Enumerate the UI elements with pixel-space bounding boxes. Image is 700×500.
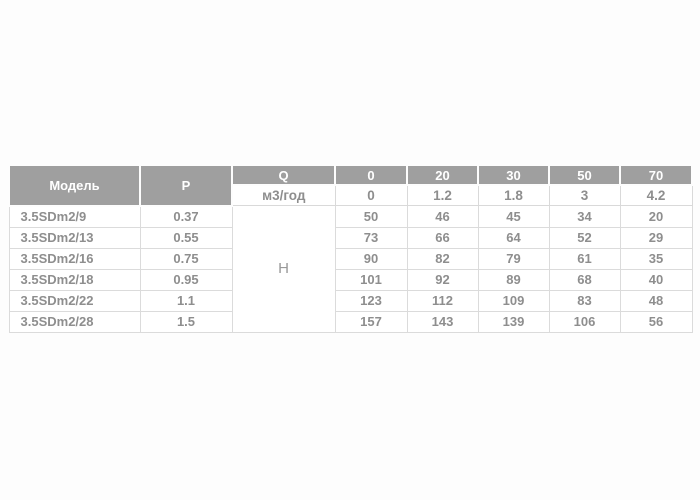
power-cell: 0.37 — [139, 205, 233, 228]
flow-subvalue-0: 0 — [334, 184, 408, 206]
value-cell: 73 — [334, 226, 408, 249]
value-cell: 46 — [406, 205, 479, 228]
power-cell: 0.95 — [139, 268, 233, 291]
table-row: 3.5SDm2/22 1.1 123 112 109 83 48 — [8, 289, 693, 312]
col-header-flow-70: 70 — [619, 164, 693, 186]
table-row: 3.5SDm2/28 1.5 157 143 139 106 56 — [8, 310, 693, 333]
model-cell: 3.5SDm2/18 — [8, 268, 141, 291]
power-cell: 1.1 — [139, 289, 233, 312]
value-cell: 109 — [477, 289, 550, 312]
value-cell: 45 — [477, 205, 550, 228]
value-cell: 157 — [334, 310, 408, 333]
col-header-flow-20: 20 — [406, 164, 479, 186]
value-cell: 83 — [548, 289, 621, 312]
value-cell: 40 — [619, 268, 693, 291]
value-cell: 66 — [406, 226, 479, 249]
value-cell: 64 — [477, 226, 550, 249]
col-header-flow-30: 30 — [477, 164, 550, 186]
model-cell: 3.5SDm2/13 — [8, 226, 141, 249]
col-header-flow: Q — [231, 164, 336, 186]
value-cell: 106 — [548, 310, 621, 333]
table-row: 3.5SDm2/9 0.37 H 50 46 45 34 20 — [8, 205, 693, 333]
value-cell: 56 — [619, 310, 693, 333]
flow-subvalue-2: 1.8 — [477, 184, 550, 206]
value-cell: 48 — [619, 289, 693, 312]
power-cell: 0.55 — [139, 226, 233, 249]
table-row: 3.5SDm2/16 0.75 90 82 79 61 35 — [8, 247, 693, 270]
value-cell: 112 — [406, 289, 479, 312]
col-header-flow-50: 50 — [548, 164, 621, 186]
value-cell: 50 — [334, 205, 408, 228]
value-cell: 82 — [406, 247, 479, 270]
header-row-sub: м3/год 0 1.2 1.8 3 4.2 — [9, 184, 693, 206]
model-cell: 3.5SDm2/22 — [8, 289, 141, 312]
value-cell: 29 — [619, 226, 693, 249]
table-row: 3.5SDm2/13 0.55 73 66 64 52 29 — [8, 226, 693, 249]
value-cell: 79 — [477, 247, 550, 270]
model-cell: 3.5SDm2/9 — [8, 205, 141, 228]
value-cell: 89 — [477, 268, 550, 291]
value-cell: 34 — [548, 205, 621, 228]
value-cell: 90 — [334, 247, 408, 270]
value-cell: 92 — [406, 268, 479, 291]
flow-unit-label: м3/год — [231, 184, 336, 206]
power-cell: 0.75 — [139, 247, 233, 270]
pump-spec-table: Модель P Q 0 20 30 50 70 м3/год 0 1.2 1.… — [8, 164, 693, 333]
col-header-power: P — [139, 164, 233, 207]
model-cell: 3.5SDm2/16 — [8, 247, 141, 270]
value-cell: 20 — [619, 205, 693, 228]
value-cell: 143 — [406, 310, 479, 333]
value-cell: 52 — [548, 226, 621, 249]
header-row-main: Модель P Q 0 20 30 50 70 — [8, 164, 693, 207]
flow-subvalue-3: 3 — [548, 184, 621, 206]
value-cell: 68 — [548, 268, 621, 291]
value-cell: 123 — [334, 289, 408, 312]
flow-subvalue-1: 1.2 — [406, 184, 479, 206]
value-cell: 35 — [619, 247, 693, 270]
flow-subvalue-4: 4.2 — [619, 184, 693, 206]
value-cell: 101 — [334, 268, 408, 291]
value-cell: 61 — [548, 247, 621, 270]
value-cell: 139 — [477, 310, 550, 333]
model-cell: 3.5SDm2/28 — [8, 310, 141, 333]
power-cell: 1.5 — [139, 310, 233, 333]
col-header-flow-0: 0 — [334, 164, 408, 186]
col-header-model: Модель — [8, 164, 141, 207]
table-row: 3.5SDm2/18 0.95 101 92 89 68 40 — [8, 268, 693, 291]
head-symbol-cell: H — [231, 205, 336, 333]
